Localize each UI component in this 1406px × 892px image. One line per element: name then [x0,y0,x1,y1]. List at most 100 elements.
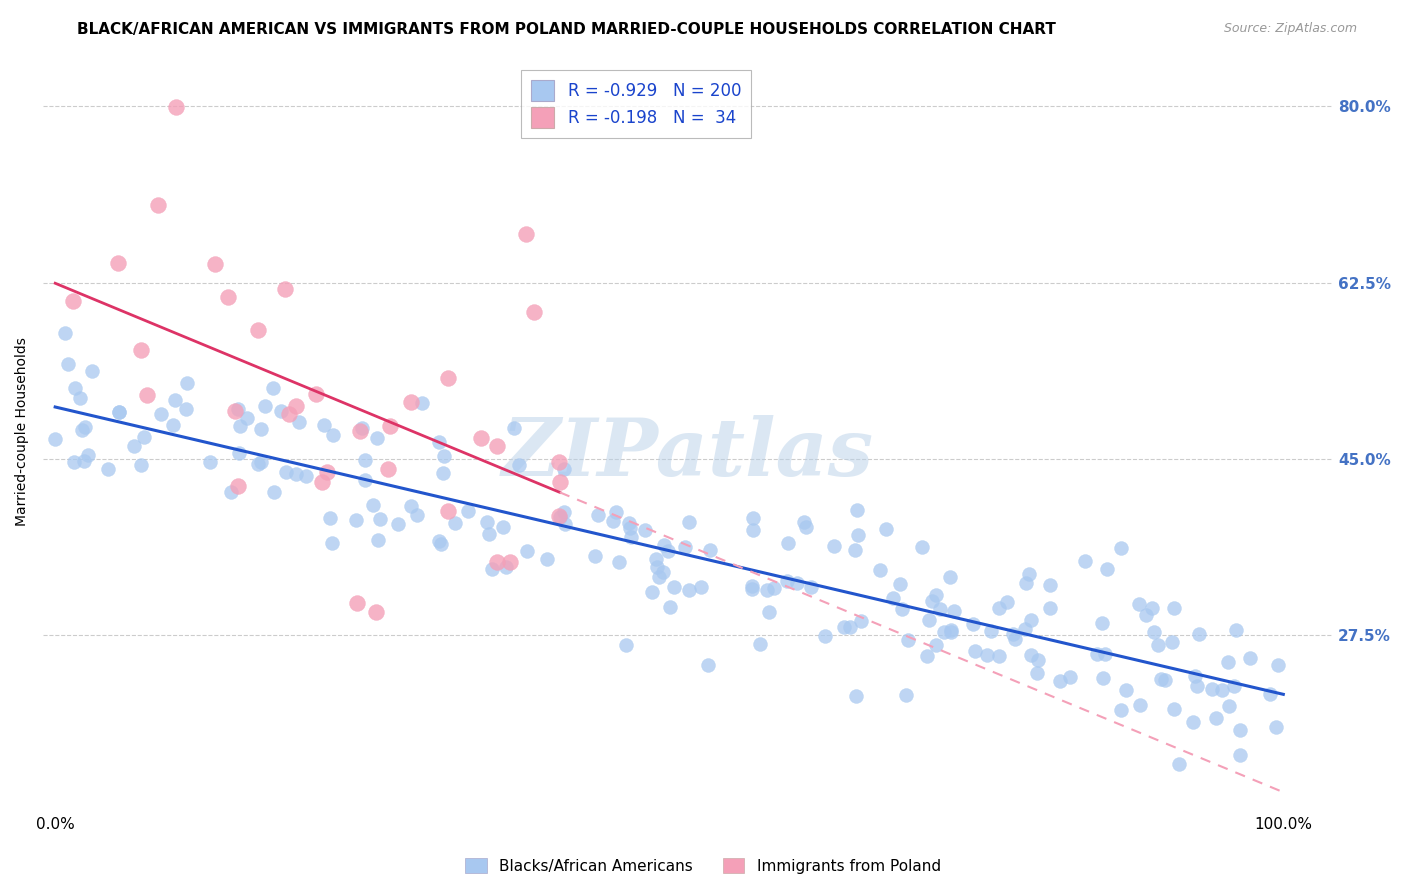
Point [1168,757,1191,772]
Point [429,533,451,548]
Point [174,401,197,416]
Point [941,623,963,637]
Point [321,535,343,549]
Point [1258,687,1281,701]
Point [793,515,815,529]
Point [346,596,368,610]
Point [148,198,170,212]
Point [129,458,152,472]
Point [217,290,239,304]
Point [645,551,668,566]
Point [846,528,869,542]
Point [844,543,866,558]
Point [69,391,91,405]
Point [553,504,575,518]
Point [988,601,1011,615]
Point [263,485,285,500]
Point [198,455,221,469]
Legend: R = -0.929   N = 200, R = -0.198   N =  34: R = -0.929 N = 200, R = -0.198 N = 34 [522,70,751,137]
Point [536,552,558,566]
Point [312,417,335,432]
Point [108,405,131,419]
Point [1265,720,1288,734]
Point [1074,554,1097,568]
Point [492,520,515,534]
Point [1001,627,1024,641]
Point [794,519,817,533]
Point [652,538,675,552]
Point [1229,723,1251,737]
Point [349,424,371,438]
Point [1239,651,1261,665]
Point [775,574,797,589]
Point [1019,613,1042,627]
Point [136,388,159,402]
Point [634,523,657,537]
Point [924,589,946,603]
Point [602,515,624,529]
Point [1225,624,1247,638]
Point [523,305,546,319]
Point [1094,648,1116,662]
Y-axis label: Married-couple Households: Married-couple Households [15,337,30,525]
Point [1135,607,1157,622]
Point [150,407,173,421]
Point [696,658,718,673]
Point [553,461,575,475]
Point [917,613,939,627]
Point [226,402,249,417]
Point [176,376,198,390]
Point [605,505,627,519]
Point [132,429,155,443]
Point [786,576,808,591]
Point [938,570,960,584]
Point [1091,616,1114,631]
Point [1216,655,1239,669]
Point [889,576,911,591]
Point [1184,669,1206,683]
Point [165,100,187,114]
Point [619,516,641,530]
Point [1147,638,1170,652]
Point [742,523,765,537]
Point [228,419,250,434]
Point [361,498,384,512]
Point [508,458,530,472]
Point [620,530,643,544]
Point [377,462,399,476]
Point [641,585,664,599]
Point [1211,683,1233,698]
Point [274,465,297,479]
Point [277,408,299,422]
Point [1201,681,1223,696]
Point [367,533,389,547]
Point [366,431,388,445]
Point [354,453,377,467]
Point [554,516,576,531]
Point [1018,567,1040,582]
Point [495,560,517,574]
Point [352,421,374,435]
Point [675,540,697,554]
Point [846,502,869,516]
Point [894,689,917,703]
Point [401,499,423,513]
Point [430,537,453,551]
Point [249,422,271,436]
Point [354,473,377,487]
Point [1004,632,1026,646]
Point [270,404,292,418]
Point [1097,562,1119,576]
Point [56,357,79,371]
Point [1182,715,1205,730]
Point [433,449,456,463]
Point [162,418,184,433]
Point [55,326,77,341]
Point [823,539,845,553]
Point [619,521,641,535]
Point [65,381,87,395]
Point [219,485,242,500]
Text: BLACK/AFRICAN AMERICAN VS IMMIGRANTS FROM POLAND MARRIED-COUPLE HOUSEHOLDS CORRE: BLACK/AFRICAN AMERICAN VS IMMIGRANTS FRO… [77,22,1056,37]
Point [776,536,799,550]
Point [322,427,344,442]
